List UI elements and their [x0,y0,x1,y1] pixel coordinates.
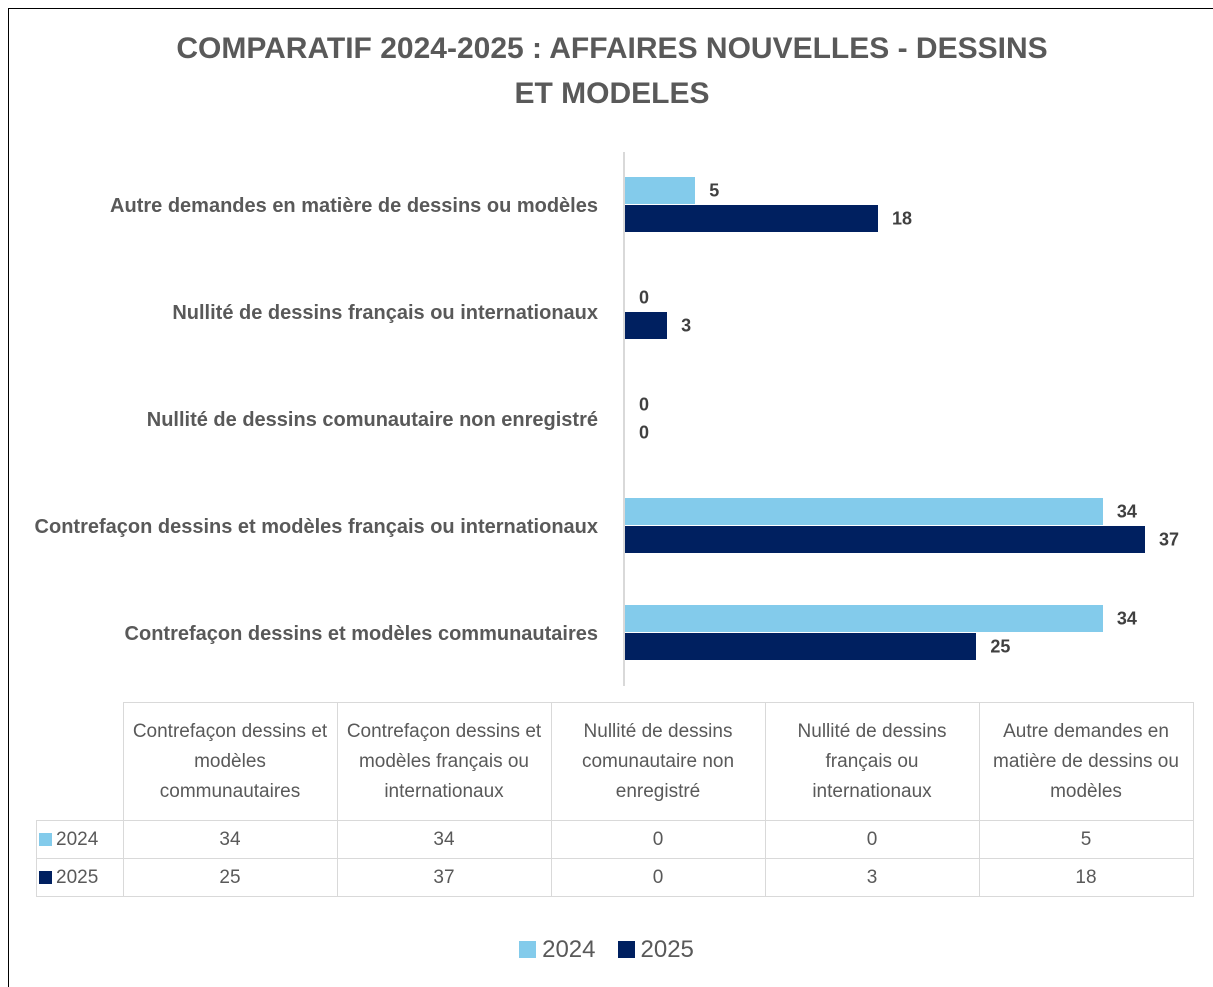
chart-title: COMPARATIF 2024-2025 : AFFAIRES NOUVELLE… [176,32,1048,110]
table-header-cell: Nullité de dessins français ou internati… [764,702,980,821]
category-label: Autre demandes en matière de dessins ou … [110,194,598,217]
value-label: 5 [709,180,720,201]
value-label: 37 [1159,529,1180,550]
value-label: 0 [639,422,650,443]
table-row-header: 2025 [36,858,124,897]
table-row-header: 2024 [36,820,124,859]
legend-item: 2024 [519,936,596,964]
legend-swatch [617,941,635,958]
table-header-cell: Autre demandes en matière de dessins ou … [978,702,1194,821]
value-label: 34 [1116,501,1137,522]
table-row: 2025 25 37 0 3 18 [36,858,1194,897]
series-name: 2024 [56,828,99,850]
table-cell: 37 [336,858,552,897]
table-cell: 34 [336,820,552,859]
category-label-box: Nullité de dessins comunautaire non enre… [10,404,598,436]
bar [625,177,696,204]
bar [625,312,668,339]
table-cell: 0 [764,820,980,859]
table-cell: 34 [122,820,338,859]
legend-item: 2025 [617,936,694,964]
category-label: Nullité de dessins français ou internati… [172,301,598,324]
table-cell: 0 [550,820,766,859]
table-header-cell: Contrefaçon dessins et modèles communaut… [122,702,338,821]
bar [625,633,977,660]
series-name: 2025 [56,866,99,888]
legend-swatch [519,941,537,958]
category-label: Contrefaçon dessins et modèles communaut… [124,622,598,645]
legend-key [39,832,52,846]
category-axis [623,152,625,686]
bar [625,498,1103,525]
table-header-cell: Nullité de dessins comunautaire non enre… [550,702,766,821]
table-corner [36,702,123,821]
value-label: 34 [1116,608,1137,629]
category-label-box: Nullité de dessins français ou internati… [10,297,598,329]
value-label: 3 [681,315,692,336]
legend-label: 2025 [640,936,694,963]
category-label: Contrefaçon dessins et modèles français … [34,515,598,538]
value-label: 0 [639,394,650,415]
value-label: 25 [990,636,1011,657]
category-label-box: Contrefaçon dessins et modèles français … [10,511,598,543]
legend-label: 2024 [542,936,596,963]
table-cell: 18 [978,858,1194,897]
category-label-box: Contrefaçon dessins et modèles communaut… [10,618,598,650]
chart-frame [8,8,1213,987]
table-cell: 0 [550,858,766,897]
legend: 2024 2025 [0,936,1213,964]
legend-key [39,870,52,884]
bar [625,605,1103,632]
table-row: 2024 34 34 0 0 5 [36,820,1194,859]
bar [625,526,1145,553]
table-cell: 3 [764,858,980,897]
table-cell: 5 [978,820,1194,859]
value-label: 0 [639,287,650,308]
table-cell: 25 [122,858,338,897]
category-label: Nullité de dessins comunautaire non enre… [146,408,598,431]
category-label-box: Autre demandes en matière de dessins ou … [10,190,598,222]
table-header-cell: Contrefaçon dessins et modèles français … [336,702,552,821]
bar [625,205,878,232]
table-header-row: Contrefaçon dessins et modèles communaut… [36,702,1194,821]
data-table: Contrefaçon dessins et modèles communaut… [36,702,1194,897]
value-label: 18 [891,208,912,229]
